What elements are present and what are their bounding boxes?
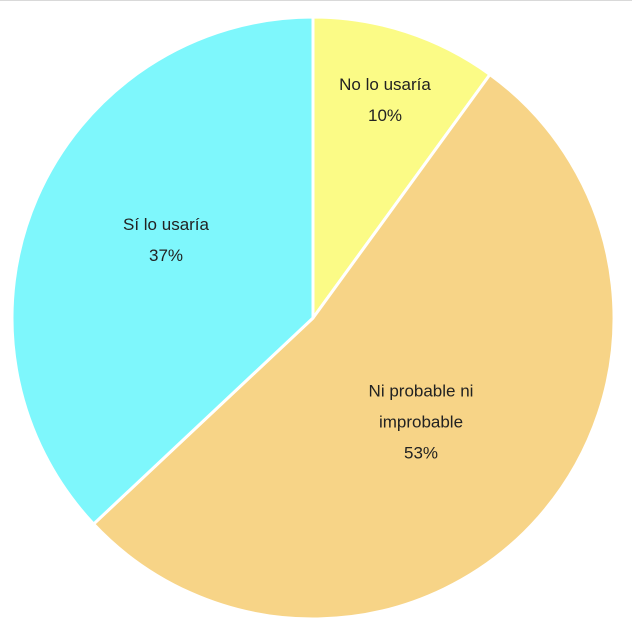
- slice-value-label: 53%: [404, 443, 438, 462]
- slice-category-label: Sí lo usaría: [123, 215, 210, 234]
- slice-labels: No lo usaría 10% Ni probable ni improbable 5…: [123, 75, 473, 463]
- slice-value-label: 37%: [149, 246, 183, 265]
- slice-category-label: Ni probable ni: [369, 381, 474, 400]
- pie-slice: [92, 72, 616, 621]
- slice-label: No lo usaría 10%: [339, 75, 431, 125]
- slice-label: Ni probable ni improbable 53%: [369, 381, 474, 462]
- slice-category-label: No lo usaría: [339, 75, 431, 94]
- slice-label: Sí lo usaría 37%: [123, 215, 210, 265]
- pie-slices: [10, 15, 616, 621]
- slice-value-label: 10%: [368, 106, 402, 125]
- pie-slice: [311, 15, 492, 320]
- slice-category-label: improbable: [379, 412, 463, 431]
- pie-slice: [10, 15, 315, 526]
